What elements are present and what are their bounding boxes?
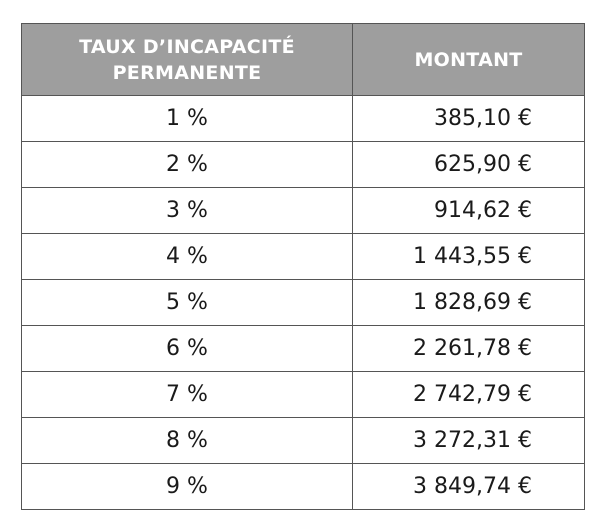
- rate-cell: 5 %: [21, 279, 353, 326]
- table-row: 9 % 3 849,74 €: [21, 463, 585, 510]
- compensation-table: TAUX D’INCAPACITÉ PERMANENTE MONTANT 1 %…: [21, 23, 585, 510]
- amount-cell: 3 849,74 €: [352, 463, 585, 510]
- amount-cell: 625,90 €: [352, 141, 585, 188]
- table-row: 6 % 2 261,78 €: [21, 325, 585, 372]
- rate-cell: 4 %: [21, 233, 353, 280]
- table-row: 4 % 1 443,55 €: [21, 233, 585, 280]
- amount-cell: 1 828,69 €: [352, 279, 585, 326]
- amount-cell: 914,62 €: [352, 187, 585, 234]
- rate-cell: 3 %: [21, 187, 353, 234]
- amount-cell: 2 261,78 €: [352, 325, 585, 372]
- header-row: TAUX D’INCAPACITÉ PERMANENTE MONTANT: [21, 23, 585, 96]
- rate-cell: 8 %: [21, 417, 353, 464]
- table-row: 3 % 914,62 €: [21, 187, 585, 234]
- table-row: 7 % 2 742,79 €: [21, 371, 585, 418]
- rate-cell: 2 %: [21, 141, 353, 188]
- header-amount: MONTANT: [352, 23, 585, 96]
- amount-cell: 1 443,55 €: [352, 233, 585, 280]
- header-rate: TAUX D’INCAPACITÉ PERMANENTE: [21, 23, 353, 96]
- rate-cell: 6 %: [21, 325, 353, 372]
- table-body: 1 % 385,10 € 2 % 625,90 € 3 % 914,62 € 4…: [21, 95, 585, 510]
- table-row: 1 % 385,10 €: [21, 95, 585, 142]
- rate-cell: 7 %: [21, 371, 353, 418]
- amount-cell: 2 742,79 €: [352, 371, 585, 418]
- table-row: 5 % 1 828,69 €: [21, 279, 585, 326]
- rate-cell: 9 %: [21, 463, 353, 510]
- table-row: 8 % 3 272,31 €: [21, 417, 585, 464]
- amount-cell: 3 272,31 €: [352, 417, 585, 464]
- table-row: 2 % 625,90 €: [21, 141, 585, 188]
- rate-cell: 1 %: [21, 95, 353, 142]
- table-header: TAUX D’INCAPACITÉ PERMANENTE MONTANT: [21, 23, 585, 96]
- amount-cell: 385,10 €: [352, 95, 585, 142]
